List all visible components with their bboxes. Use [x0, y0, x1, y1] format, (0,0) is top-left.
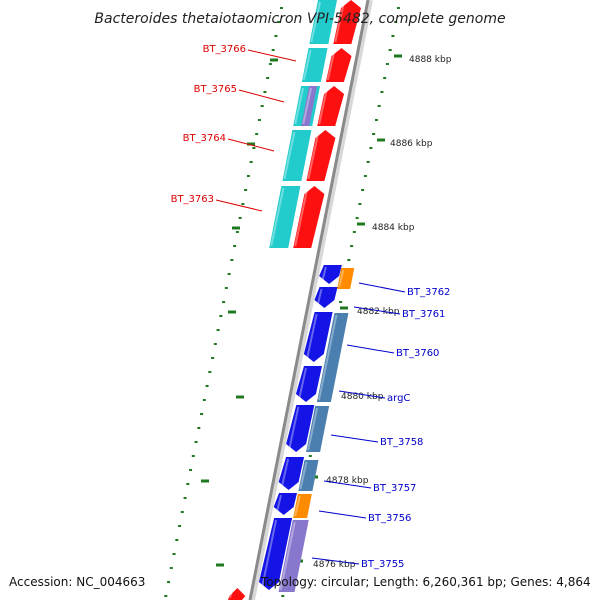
- cds-forward-1-highlight: [316, 288, 323, 307]
- gene-label-BT_3756[interactable]: BT_3756: [368, 513, 411, 524]
- gene-label-BT_3760[interactable]: BT_3760: [396, 348, 439, 359]
- cds-forward-6-highlight: [275, 494, 282, 514]
- callout-line: [215, 199, 263, 212]
- gene-features: [227, 0, 361, 600]
- cog-cyan-1: [301, 48, 328, 82]
- cog-cyan-3: [282, 130, 312, 181]
- cds-reverse-2: [317, 86, 345, 126]
- gene-callouts: BT_3766 BT_3765 BT_3764 BT_3763 BT_3762 BT_37…: [171, 44, 451, 570]
- gene-label-BT_3762[interactable]: BT_3762: [407, 287, 450, 298]
- cds-reverse-3: [306, 130, 336, 181]
- cog-lavender-3755-highlight: [279, 521, 296, 591]
- tick-label: 4886 kbp: [390, 139, 433, 149]
- cds-reverse-0: [333, 0, 361, 44]
- cog-steel-3757-highlight: [299, 461, 308, 490]
- callout-line: [346, 344, 395, 354]
- tick-label: 4888 kbp: [409, 55, 452, 65]
- cog-steel-3758-highlight: [307, 407, 319, 451]
- tick-label: 4884 kbp: [372, 223, 415, 233]
- tick-label: 4880 kbp: [341, 392, 384, 402]
- cds-forward-3-highlight: [297, 367, 307, 401]
- tick-marks: 4888 kbp 4886 kbp 4884 kbp 4882 kbp 4880 kbp…: [201, 54, 452, 570]
- cog-cyan-4: [269, 186, 301, 248]
- genome-summary-text: Topology: circular; Length: 6,260,361 bp…: [260, 575, 591, 589]
- gene-label-BT_3761[interactable]: BT_3761: [402, 309, 445, 320]
- cds-forward-7: [258, 518, 293, 590]
- cds-reverse-bottom-highlight: [229, 589, 234, 599]
- cds-forward-7-highlight: [260, 519, 278, 589]
- cds-forward-2: [303, 312, 333, 362]
- accession-text: Accession: NC_004663: [9, 575, 145, 589]
- cds-reverse-3-highlight: [307, 131, 320, 180]
- cds-forward-2-highlight: [305, 313, 318, 361]
- callout-line: [353, 306, 401, 315]
- callout-line: [338, 390, 386, 399]
- gene-label-BT_3755[interactable]: BT_3755: [361, 559, 404, 570]
- cds-reverse-bottom: [227, 588, 246, 600]
- gene-label-BT_3766[interactable]: BT_3766: [203, 44, 246, 55]
- gene-label-BT_3757[interactable]: BT_3757: [373, 483, 416, 494]
- callout-line: [238, 89, 285, 103]
- cog-lavender-3755: [278, 520, 309, 592]
- cds-forward-4: [286, 405, 315, 452]
- cog-orange-3756: [293, 494, 312, 518]
- cds-forward-3: [295, 366, 323, 402]
- callout-line: [318, 510, 367, 519]
- cds-forward-0: [319, 265, 342, 284]
- gene-label-BT_3764[interactable]: BT_3764: [183, 133, 226, 144]
- cog-steel-3760: [316, 313, 349, 402]
- cog-cyan-0-highlight: [310, 1, 321, 43]
- cds-reverse-2-highlight: [318, 87, 329, 125]
- cog-cyan-4-highlight: [270, 187, 285, 247]
- cds-forward-5: [278, 457, 305, 490]
- tick-label: 4878 kbp: [326, 476, 369, 486]
- cds-forward-5-highlight: [280, 458, 290, 489]
- cds-forward-6: [273, 493, 298, 515]
- cds-forward-4-highlight: [288, 406, 300, 451]
- cog-steel-3760-highlight: [317, 314, 338, 401]
- cds-forward-0-highlight: [321, 266, 327, 283]
- cog-lavender-3765: [301, 86, 318, 126]
- cog-lavender-3765-highlight: [302, 87, 313, 125]
- gene-label-BT_3758[interactable]: BT_3758: [380, 437, 423, 448]
- genome-backbone: [248, 0, 373, 600]
- cog-steel-3757: [298, 460, 319, 491]
- cog-orange-3756-highlight: [294, 495, 301, 517]
- cog-cyan-3-highlight: [283, 131, 296, 180]
- cog-orange-3762-highlight: [338, 269, 345, 288]
- cog-cyan-0: [309, 0, 337, 44]
- cds-reverse-4: [293, 186, 325, 248]
- callout-line: [330, 434, 379, 443]
- cds-reverse-1: [325, 48, 352, 82]
- gene-label-BT_3765[interactable]: BT_3765: [194, 84, 237, 95]
- map-title: Bacteroides thetaiotaomicron VPI-5482, c…: [94, 11, 505, 27]
- cog-orange-3762: [337, 268, 355, 289]
- cds-reverse-4-highlight: [294, 187, 309, 247]
- cog-steel-3758: [306, 406, 330, 452]
- callout-line: [247, 49, 297, 62]
- tick-label: 4882 kbp: [357, 307, 400, 317]
- gene-label-argC[interactable]: argC: [387, 393, 410, 404]
- callout-line: [311, 557, 360, 565]
- cds-forward-1: [314, 287, 338, 308]
- callout-line: [323, 480, 372, 489]
- cog-cyan-1-highlight: [302, 49, 312, 81]
- cds-reverse-0-highlight: [334, 1, 345, 43]
- callout-line: [227, 138, 275, 152]
- callout-line: [358, 282, 406, 293]
- gene-label-BT_3763[interactable]: BT_3763: [171, 194, 214, 205]
- cog-cyan-2-highlight: [294, 87, 305, 125]
- tick-label: 4876 kbp: [313, 560, 356, 570]
- cds-reverse-1-highlight: [326, 49, 336, 81]
